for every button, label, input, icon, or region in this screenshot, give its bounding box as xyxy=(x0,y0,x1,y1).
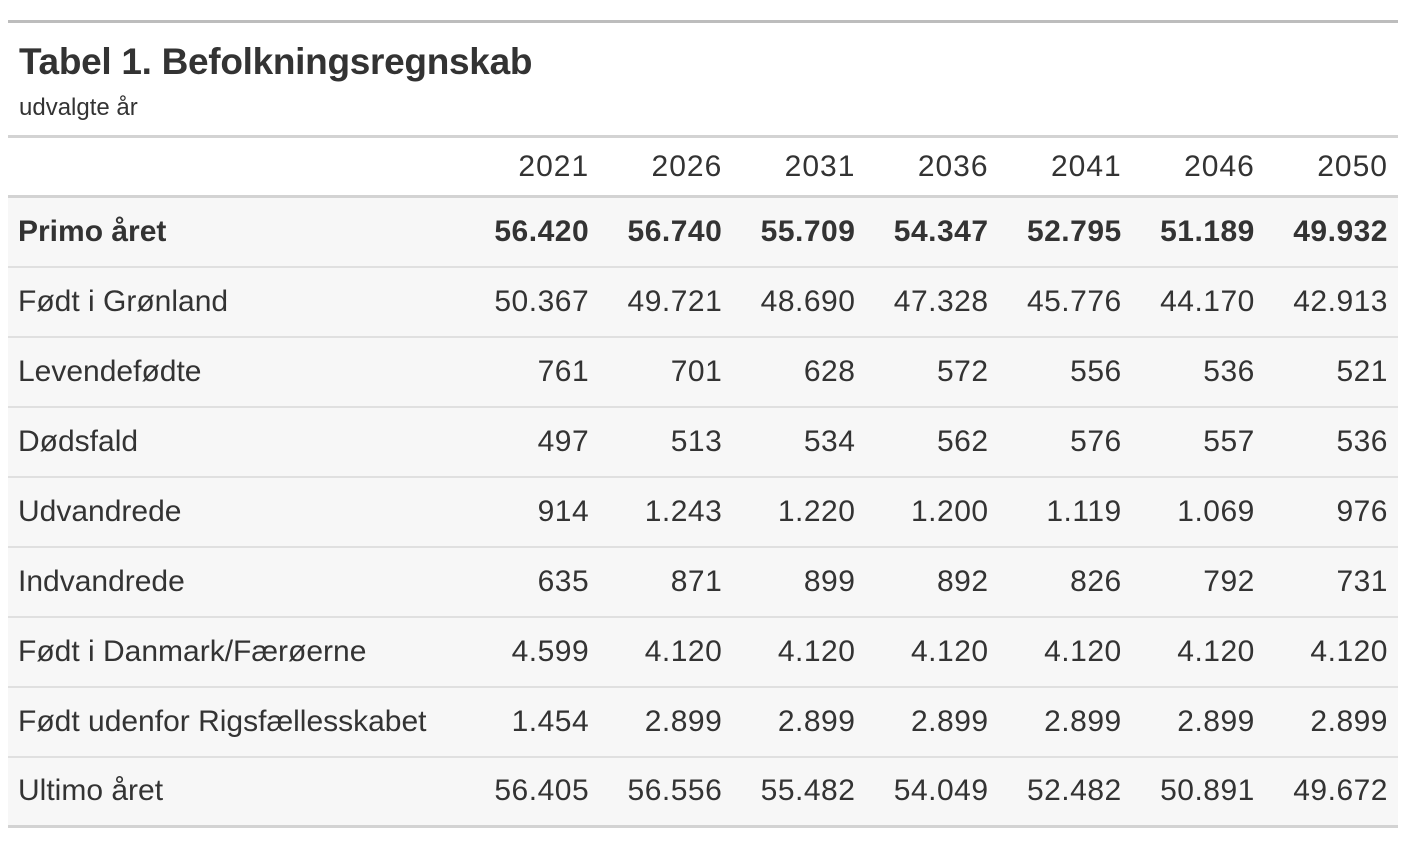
column-header: 2050 xyxy=(1317,149,1388,183)
table-row: Født i Danmark/Færøerne 4.599 4.120 4.120 4.… xyxy=(8,616,1398,687)
table-row: Primo året 56.420 56.740 55.709 54.347 52.795… xyxy=(8,196,1398,267)
cell-value: 4.120 xyxy=(644,634,723,668)
cell-value: 52.482 xyxy=(1026,774,1122,808)
cell-value: 45.776 xyxy=(1026,284,1122,318)
cell-value: 56.405 xyxy=(494,774,590,808)
cell-value: 2.899 xyxy=(777,704,856,738)
cell-value: 534 xyxy=(803,424,856,458)
table-row: Levendefødte 761 701 628 572 556 536 521 xyxy=(8,336,1398,407)
cell-value: 55.709 xyxy=(760,214,856,248)
cell-value: 761 xyxy=(537,354,590,388)
cell-value: 2.899 xyxy=(1044,704,1122,738)
table-row: Indvandrede 635 871 899 892 826 792 731 xyxy=(8,546,1398,617)
table-row: Dødsfald 497 513 534 562 576 557 536 xyxy=(8,406,1398,477)
header-row: 2021 2026 2031 2036 2041 2046 2050 xyxy=(8,136,1398,197)
column-header: 2021 xyxy=(518,149,590,183)
table-subtitle: udvalgte år xyxy=(19,94,138,121)
cell-value: 1.243 xyxy=(644,494,723,528)
cell-value: 1.454 xyxy=(511,704,590,738)
cell-value: 48.690 xyxy=(760,284,856,318)
cell-value: 4.120 xyxy=(1044,634,1122,668)
cell-value: 576 xyxy=(1070,424,1122,458)
column-header: 2036 xyxy=(917,149,989,183)
cell-value: 4.120 xyxy=(1310,634,1388,668)
cell-value: 52.795 xyxy=(1026,214,1122,248)
cell-value: 557 xyxy=(1203,424,1255,458)
corner-cell xyxy=(8,137,466,197)
cell-value: 731 xyxy=(1336,564,1388,598)
cell-value: 521 xyxy=(1336,354,1388,388)
cell-value: 701 xyxy=(670,354,723,388)
cell-value: 56.556 xyxy=(627,774,723,808)
cell-value: 871 xyxy=(670,564,723,598)
row-label: Født udenfor Rigsfællesskabet xyxy=(18,704,427,738)
cell-value: 914 xyxy=(537,494,590,528)
cell-value: 51.189 xyxy=(1160,214,1255,248)
cell-value: 892 xyxy=(937,564,989,598)
column-header: 2046 xyxy=(1184,149,1255,183)
cell-value: 628 xyxy=(803,354,856,388)
data-table: 2021 2026 2031 2036 2041 2046 2050 Primo året 5… xyxy=(8,135,1398,828)
cell-value: 2.899 xyxy=(1177,704,1255,738)
cell-value: 976 xyxy=(1336,494,1388,528)
table-row: Ultimo året 56.405 56.556 55.482 54.049 52.48… xyxy=(8,756,1398,827)
cell-value: 4.120 xyxy=(777,634,856,668)
cell-value: 826 xyxy=(1070,564,1122,598)
cell-value: 536 xyxy=(1336,424,1388,458)
row-label: Udvandrede xyxy=(18,494,182,528)
cell-value: 4.599 xyxy=(511,634,590,668)
cell-value: 56.420 xyxy=(494,214,590,248)
cell-value: 2.899 xyxy=(644,704,723,738)
row-label: Levendefødte xyxy=(18,354,202,388)
cell-value: 572 xyxy=(937,354,989,388)
cell-value: 562 xyxy=(937,424,989,458)
cell-value: 50.367 xyxy=(494,284,590,318)
table-row: Født udenfor Rigsfællesskabet 1.454 2.899 2… xyxy=(8,686,1398,757)
cell-value: 44.170 xyxy=(1160,284,1255,318)
top-rule xyxy=(8,20,1398,23)
cell-value: 1.200 xyxy=(910,494,989,528)
cell-value: 49.721 xyxy=(627,284,723,318)
table-body: Primo året 56.420 56.740 55.709 54.347 52.795… xyxy=(8,196,1398,827)
table-card: Tabel 1. Befolkningsregnskab udvalgte år… xyxy=(8,20,1398,828)
cell-value: 513 xyxy=(670,424,723,458)
cell-value: 899 xyxy=(803,564,856,598)
cell-value: 1.069 xyxy=(1177,494,1255,528)
cell-value: 47.328 xyxy=(893,284,989,318)
column-header: 2026 xyxy=(651,149,723,183)
cell-value: 42.913 xyxy=(1293,284,1388,318)
cell-value: 635 xyxy=(537,564,590,598)
row-label: Primo året xyxy=(18,214,167,248)
row-label: Født i Grønland xyxy=(18,284,229,318)
row-label: Ultimo året xyxy=(18,774,164,808)
cell-value: 4.120 xyxy=(910,634,989,668)
table-row: Født i Grønland 50.367 49.721 48.690 47.328 4… xyxy=(8,266,1398,337)
table-title: Tabel 1. Befolkningsregnskab xyxy=(19,41,533,82)
cell-value: 792 xyxy=(1203,564,1255,598)
cell-value: 54.049 xyxy=(893,774,989,808)
column-header: 2041 xyxy=(1050,149,1122,183)
table-row: Udvandrede 914 1.243 1.220 1.200 1.119 1.069 97… xyxy=(8,476,1398,547)
cell-value: 1.220 xyxy=(777,494,856,528)
row-label: Dødsfald xyxy=(18,424,139,458)
column-header: 2031 xyxy=(784,149,856,183)
row-label: Født i Danmark/Færøerne xyxy=(18,634,367,668)
cell-value: 1.119 xyxy=(1046,494,1122,528)
cell-value: 49.672 xyxy=(1293,774,1388,808)
cell-value: 497 xyxy=(537,424,590,458)
cell-value: 56.740 xyxy=(627,214,723,248)
cell-value: 50.891 xyxy=(1160,774,1255,808)
cell-value: 54.347 xyxy=(893,214,989,248)
cell-value: 55.482 xyxy=(760,774,856,808)
cell-value: 4.120 xyxy=(1177,634,1255,668)
cell-value: 536 xyxy=(1203,354,1255,388)
cell-value: 556 xyxy=(1070,354,1122,388)
cell-value: 2.899 xyxy=(1310,704,1388,738)
cell-value: 2.899 xyxy=(910,704,989,738)
cell-value: 49.932 xyxy=(1293,214,1388,248)
row-label: Indvandrede xyxy=(18,564,185,598)
